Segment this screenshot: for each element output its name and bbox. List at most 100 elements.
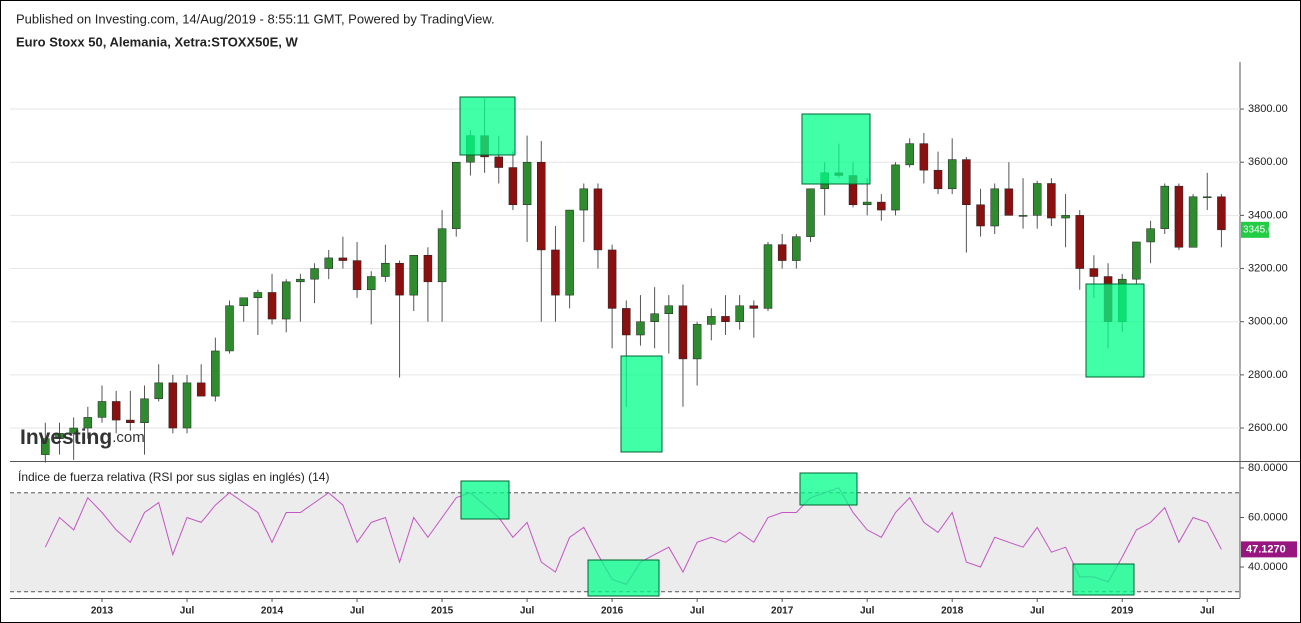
highlight bbox=[460, 480, 510, 520]
candle-body bbox=[140, 398, 149, 423]
plot: 2600.00 2800.00 3000.00 3200.00 3400.00 3600.… bbox=[10, 98, 1297, 617]
candle-body bbox=[1089, 268, 1099, 277]
candle-body bbox=[395, 262, 404, 296]
x-tick-label: Jul bbox=[350, 606, 365, 617]
highlight bbox=[459, 96, 516, 156]
candle-body bbox=[239, 297, 248, 307]
candle-body bbox=[126, 419, 135, 423]
candle-body bbox=[1032, 183, 1042, 216]
x-tick-label: Jul bbox=[690, 606, 705, 617]
candle-body bbox=[1132, 241, 1141, 280]
candle-body bbox=[692, 324, 702, 360]
x-tick-label: Jul bbox=[180, 606, 195, 617]
candle-body bbox=[990, 188, 999, 227]
candle-body bbox=[281, 281, 291, 320]
candle-body bbox=[1188, 196, 1198, 248]
candle-body bbox=[721, 316, 730, 322]
highlight bbox=[801, 113, 871, 185]
last-value-label: 47.1270 bbox=[1246, 543, 1286, 555]
candle-body bbox=[522, 161, 532, 205]
candle-body bbox=[41, 438, 50, 455]
candle-body bbox=[352, 260, 362, 291]
candle-body bbox=[196, 382, 206, 397]
candle-body bbox=[1075, 215, 1084, 269]
x-tick-label: 2014 bbox=[261, 606, 284, 617]
candle-body bbox=[324, 257, 333, 269]
candle-body bbox=[891, 164, 900, 211]
candle-body bbox=[338, 257, 348, 261]
y-tick-label: 2800.00 bbox=[1248, 369, 1288, 381]
candle-body bbox=[593, 188, 603, 251]
candle-body bbox=[607, 249, 617, 309]
candle-body bbox=[537, 161, 546, 251]
candle-body bbox=[83, 417, 93, 429]
candle-body bbox=[749, 305, 759, 309]
candle-body bbox=[154, 382, 163, 400]
candle-body bbox=[452, 161, 461, 229]
candle-body bbox=[55, 433, 64, 439]
y-tick-label: 3600.00 bbox=[1248, 156, 1288, 168]
last-value-box bbox=[1241, 541, 1297, 558]
candle-body bbox=[622, 308, 631, 336]
candle-body bbox=[366, 276, 376, 291]
x-tick-label: Jul bbox=[1030, 606, 1045, 617]
y-tick-label: 3200.00 bbox=[1248, 262, 1288, 274]
candle-body bbox=[494, 156, 504, 168]
candle-body bbox=[933, 169, 943, 190]
y-tick-label: 3000.00 bbox=[1248, 316, 1288, 328]
candle-body bbox=[650, 313, 659, 322]
candle-body bbox=[1217, 196, 1226, 231]
highlight bbox=[620, 355, 663, 453]
candle-body bbox=[1203, 196, 1212, 199]
candle-body bbox=[905, 143, 914, 166]
y-tick-label: 3400.00 bbox=[1248, 209, 1288, 221]
x-tick-label: 2015 bbox=[431, 606, 454, 617]
candle-body bbox=[579, 188, 589, 211]
candle-body bbox=[211, 350, 220, 397]
x-tick-label: 2017 bbox=[771, 606, 794, 617]
chart-title: Euro Stoxx 50, Alemania, Xetra:STOXX50E,… bbox=[16, 34, 298, 49]
highlight bbox=[1072, 563, 1135, 596]
x-tick-label: 2016 bbox=[601, 606, 624, 617]
candle-body bbox=[976, 204, 985, 227]
candle-body bbox=[111, 401, 121, 421]
candle-body bbox=[735, 305, 744, 322]
candle-body bbox=[508, 167, 518, 205]
x-tick-label: 2013 bbox=[91, 606, 114, 617]
highlight bbox=[1085, 283, 1145, 378]
highlights bbox=[459, 96, 1145, 597]
candle-body bbox=[877, 201, 886, 211]
x-tick-label: Jul bbox=[860, 606, 875, 617]
candle-body bbox=[551, 249, 560, 296]
candle-body bbox=[565, 209, 574, 296]
y-tick-label: 2600.00 bbox=[1248, 422, 1288, 434]
candle-body bbox=[253, 292, 263, 299]
y-tick-label: 40.0000 bbox=[1248, 561, 1288, 573]
y-tick-label: 3800.00 bbox=[1248, 103, 1288, 115]
candle-body bbox=[664, 305, 674, 314]
logo: Investing.com bbox=[20, 426, 145, 449]
candle-body bbox=[763, 244, 773, 309]
candle-body bbox=[1061, 215, 1070, 219]
candle-body bbox=[1018, 215, 1028, 217]
candle-body bbox=[806, 188, 815, 237]
candle-body bbox=[69, 427, 78, 434]
rsi-title: Índice de fuerza relativa (RSI por sus s… bbox=[18, 469, 329, 484]
x-tick-label: 2018 bbox=[941, 606, 964, 617]
logo-brand: Investing bbox=[20, 426, 112, 449]
logo-suffix: .com bbox=[112, 429, 145, 446]
candle-body bbox=[636, 321, 645, 336]
candle-body bbox=[1047, 183, 1056, 219]
candle-body bbox=[267, 292, 277, 320]
highlight bbox=[587, 559, 660, 597]
candle-body bbox=[707, 316, 716, 325]
candle-body bbox=[947, 159, 957, 190]
candle-body bbox=[225, 305, 234, 352]
candle-body bbox=[962, 159, 971, 205]
candle-body bbox=[381, 262, 390, 277]
x-tick-label: 2019 bbox=[1111, 606, 1134, 617]
last-price-label: 3345.66 bbox=[1243, 224, 1280, 235]
header: Published on Investing.com, 14/Aug/2019 … bbox=[16, 11, 495, 26]
candle-body bbox=[678, 305, 688, 360]
